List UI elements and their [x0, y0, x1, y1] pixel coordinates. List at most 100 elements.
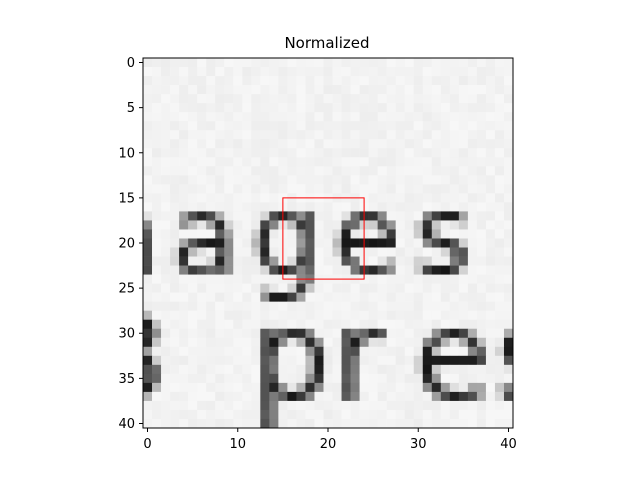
heatmap-cell: [242, 328, 252, 339]
heatmap-cell: [422, 148, 433, 158]
heatmap-cell: [170, 220, 180, 230]
heatmap-cell: [458, 166, 469, 176]
heatmap-cell: [251, 121, 261, 131]
heatmap-cell: [278, 391, 288, 402]
heatmap-cell: [359, 292, 369, 302]
heatmap-cell: [197, 265, 207, 275]
heatmap-cell: [170, 184, 180, 194]
heatmap-cell: [179, 67, 189, 77]
heatmap-cell: [224, 220, 234, 230]
heatmap-cell: [341, 364, 351, 375]
heatmap-cell: [161, 238, 171, 248]
heatmap-cell: [449, 418, 460, 429]
heatmap-cell: [242, 166, 252, 176]
heatmap-cell: [278, 112, 288, 122]
heatmap-cell: [260, 301, 270, 311]
heatmap-cell: [377, 274, 387, 284]
heatmap-cell: [413, 229, 424, 239]
heatmap-cell: [386, 220, 396, 230]
heatmap-cell: [476, 85, 487, 95]
heatmap-cell: [422, 274, 433, 284]
heatmap-cell: [152, 265, 162, 275]
heatmap-cell: [485, 211, 496, 221]
heatmap-cell: [377, 256, 387, 266]
heatmap-cell: [395, 274, 405, 284]
heatmap-cell: [215, 166, 225, 176]
heatmap-cell: [440, 373, 451, 384]
heatmap-cell: [197, 121, 207, 131]
heatmap-cell: [368, 283, 378, 293]
heatmap-cell: [197, 166, 207, 176]
heatmap-cell: [215, 283, 225, 293]
heatmap-cell: [305, 211, 315, 221]
heatmap-cell: [494, 130, 505, 140]
heatmap-cell: [503, 418, 514, 429]
heatmap-cell: [350, 139, 360, 149]
heatmap-cell: [431, 337, 442, 348]
heatmap-cell: [215, 238, 225, 248]
heatmap-cell: [161, 157, 171, 167]
heatmap-cell: [341, 265, 351, 275]
heatmap-cell: [170, 247, 180, 257]
heatmap-cell: [386, 184, 396, 194]
heatmap-cell: [494, 400, 505, 411]
heatmap-cell: [269, 58, 279, 68]
heatmap-cell: [170, 130, 180, 140]
heatmap-cell: [251, 373, 261, 384]
heatmap-cell: [197, 238, 207, 248]
heatmap-cell: [413, 166, 424, 176]
heatmap-cell: [152, 112, 162, 122]
heatmap-cell: [503, 148, 514, 158]
heatmap-cell: [494, 85, 505, 95]
heatmap-cell: [269, 148, 279, 158]
heatmap-cell: [467, 355, 478, 366]
heatmap-cell: [188, 265, 198, 275]
heatmap-cell: [269, 157, 279, 167]
heatmap-cell: [224, 256, 234, 266]
heatmap-cell: [386, 67, 396, 77]
heatmap-cell: [170, 292, 180, 302]
heatmap-cell: [377, 193, 387, 203]
heatmap-cell: [197, 211, 207, 221]
heatmap-cell: [215, 400, 225, 411]
heatmap-cell: [386, 112, 396, 122]
heatmap-cell: [269, 355, 279, 366]
heatmap-cell: [449, 103, 460, 113]
heatmap-cell: [314, 418, 324, 429]
heatmap-cell: [332, 85, 342, 95]
heatmap-cell: [431, 355, 442, 366]
heatmap-cell: [467, 238, 478, 248]
heatmap-cell: [152, 301, 162, 311]
heatmap-cell: [314, 175, 324, 185]
heatmap-cell: [431, 76, 442, 86]
heatmap-cell: [197, 148, 207, 158]
heatmap-cell: [188, 94, 198, 104]
heatmap-cell: [242, 409, 252, 420]
heatmap-cell: [269, 121, 279, 131]
heatmap-cell: [287, 103, 297, 113]
heatmap-cell: [377, 121, 387, 131]
heatmap-cell: [269, 229, 279, 239]
heatmap-cell: [269, 310, 279, 320]
heatmap-cell: [395, 319, 405, 330]
heatmap-cell: [350, 157, 360, 167]
heatmap-cell: [413, 292, 424, 302]
heatmap-cell: [179, 184, 189, 194]
heatmap-cell: [431, 382, 442, 393]
heatmap-cell: [197, 418, 207, 429]
heatmap-cell: [323, 229, 333, 239]
heatmap-cell: [278, 418, 288, 429]
heatmap-cell: [413, 184, 424, 194]
heatmap-cell: [296, 211, 306, 221]
heatmap-cell: [215, 328, 225, 339]
heatmap-cell: [143, 310, 153, 320]
heatmap-cell: [440, 247, 451, 257]
heatmap-cell: [350, 166, 360, 176]
heatmap-cell: [179, 265, 189, 275]
heatmap-cell: [359, 364, 369, 375]
heatmap-cell: [206, 292, 216, 302]
heatmap-cell: [467, 202, 478, 212]
heatmap-cell: [233, 157, 243, 167]
heatmap-cell: [251, 346, 261, 357]
heatmap-cell: [386, 373, 396, 384]
